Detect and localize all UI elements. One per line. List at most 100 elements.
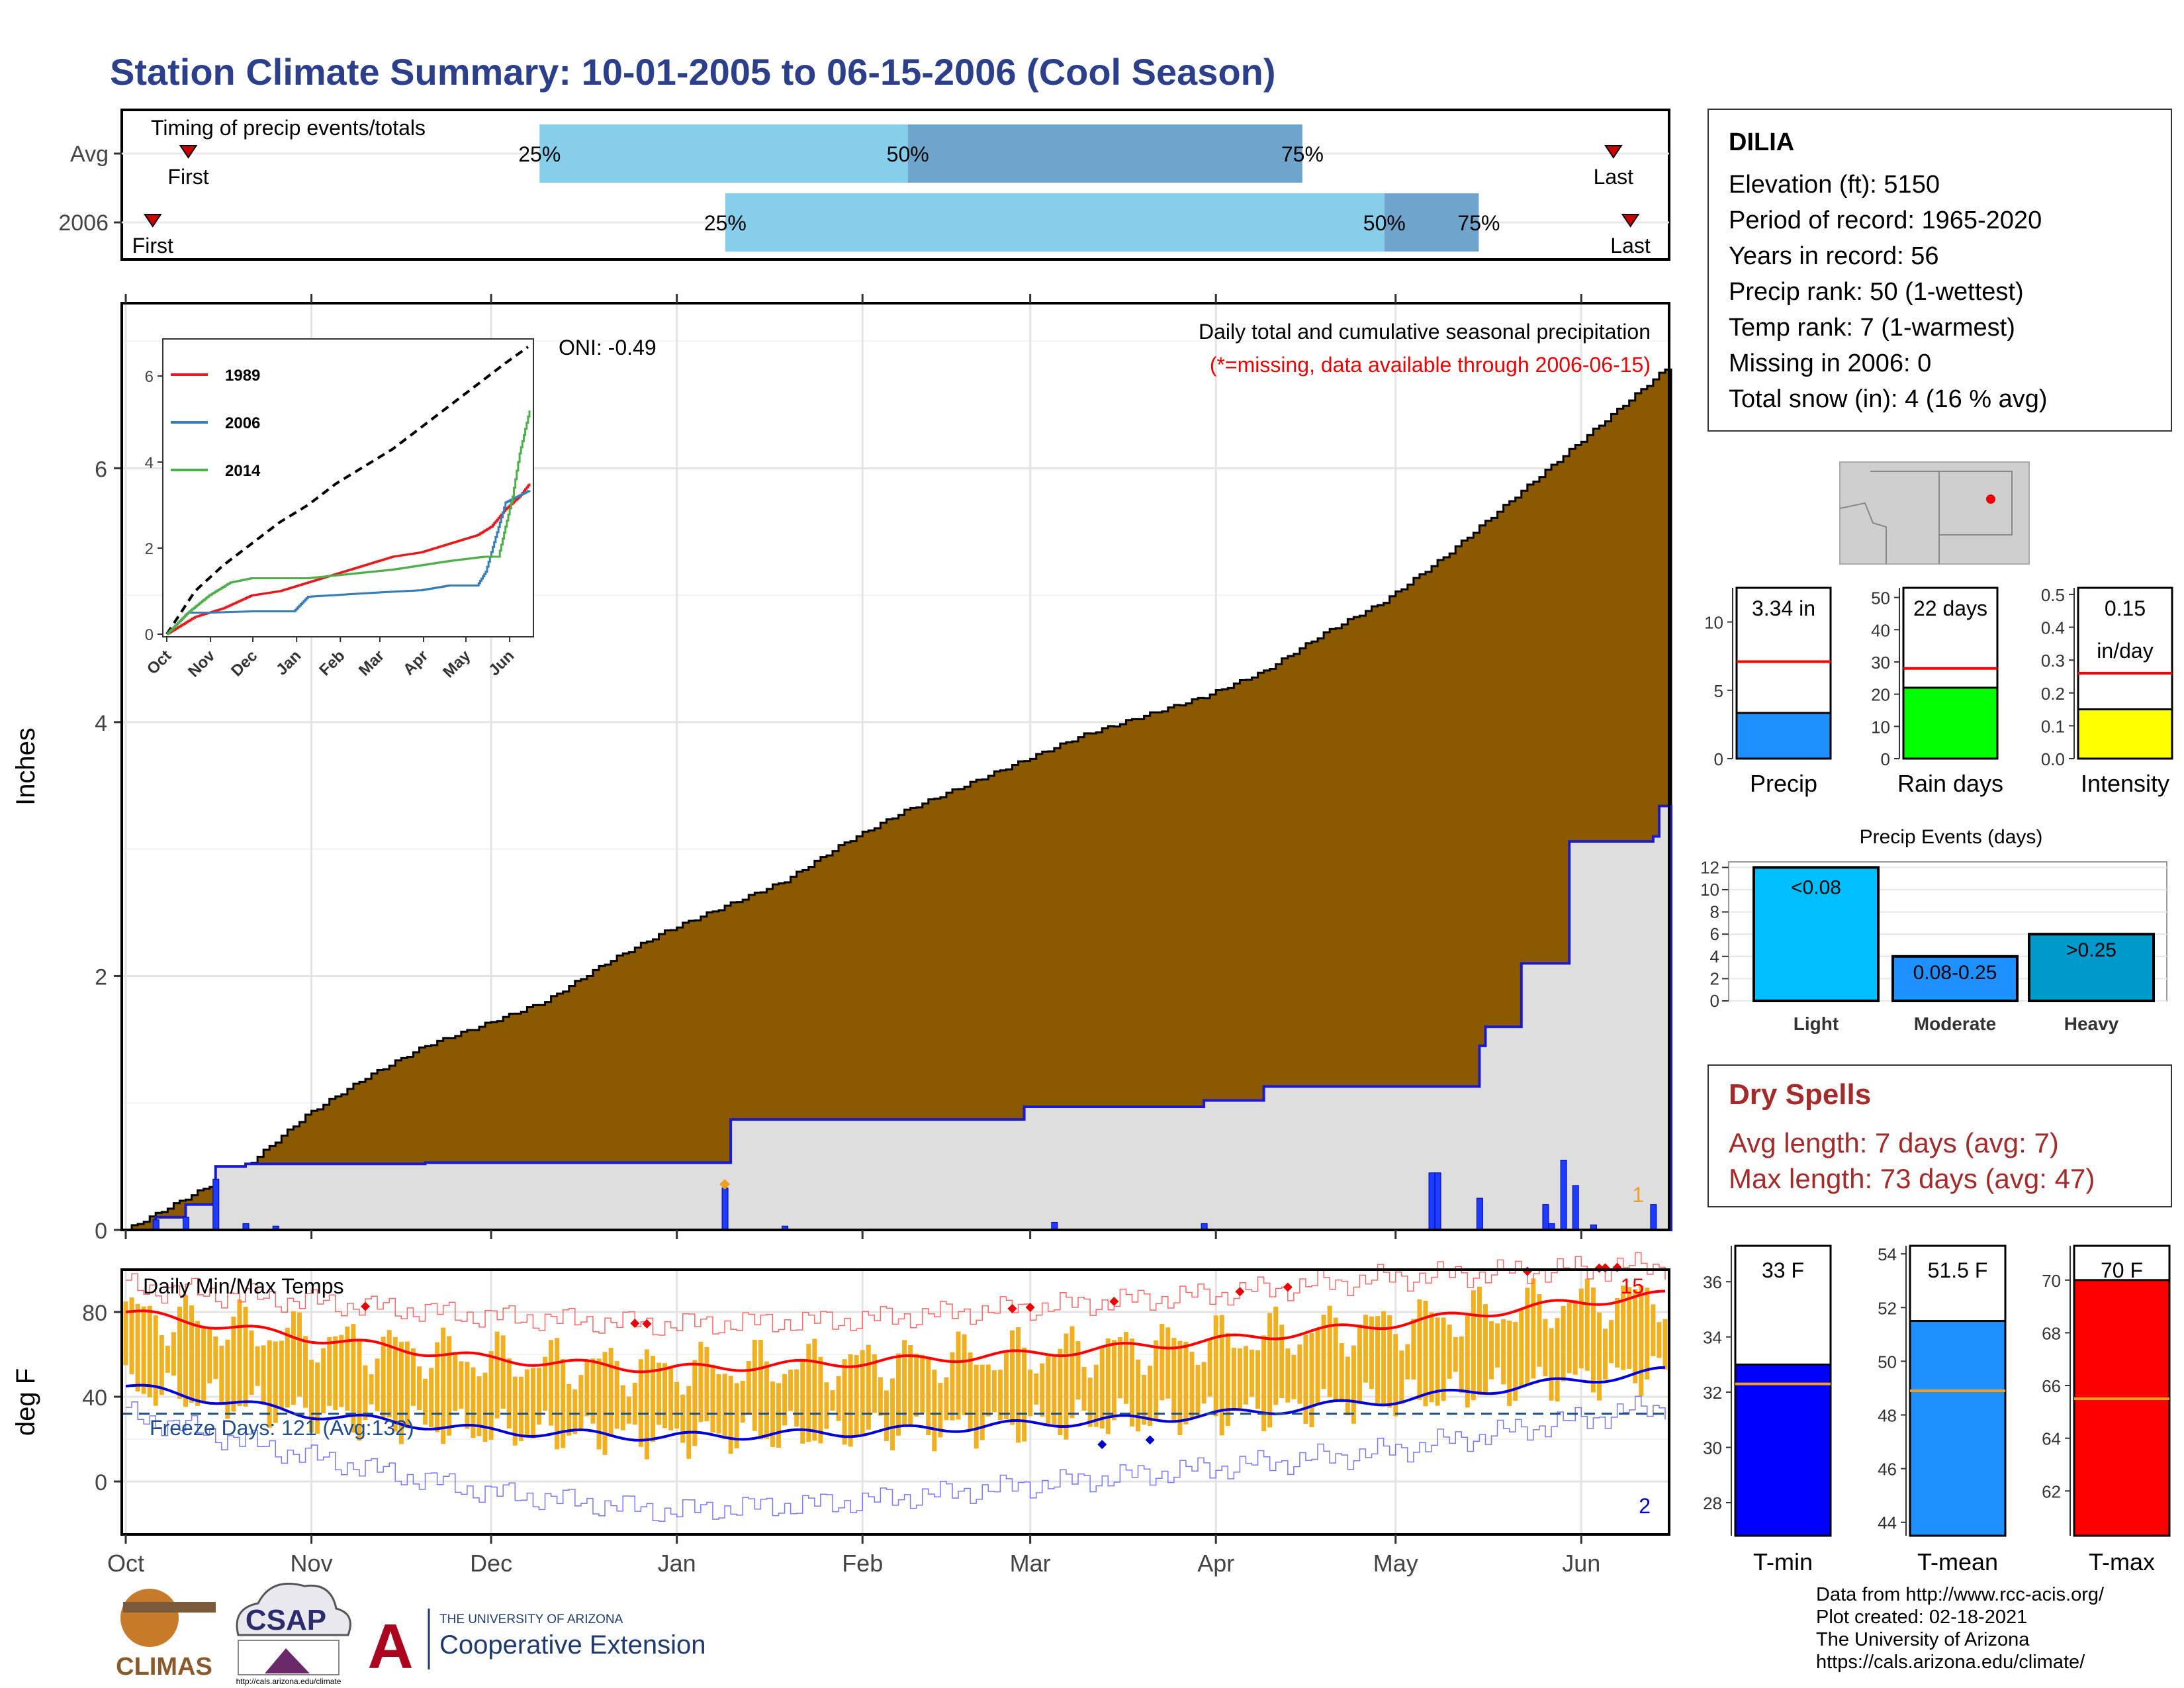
- daily-temp-bar: [249, 1330, 254, 1395]
- tgauge-value-label: 33 F: [1762, 1258, 1804, 1282]
- daily-temp-bar: [584, 1360, 590, 1417]
- gauge-intensity-ytick-label: 0.2: [2041, 684, 2065, 704]
- ua-logo-top-text: THE UNIVERSITY OF ARIZONA: [439, 1613, 623, 1626]
- daily-temp-bar: [1291, 1354, 1297, 1399]
- daily-temp-bar: [423, 1378, 428, 1425]
- daily-temp-bar: [842, 1359, 847, 1445]
- daily-temp-bar: [1423, 1301, 1428, 1407]
- record-high-marker: [642, 1319, 652, 1329]
- daily-temp-bar: [1171, 1337, 1177, 1423]
- daily-temp-bar: [914, 1353, 919, 1417]
- credits-block: Data from http://www.rcc-acis.org/ Plot …: [1816, 1583, 2104, 1673]
- daily-temp-bar: [650, 1356, 655, 1442]
- daily-temp-bar: [477, 1376, 482, 1436]
- daily-temp-bar: [1549, 1328, 1554, 1401]
- daily-temp-bar: [123, 1301, 128, 1366]
- daily-temp-bar: [1363, 1315, 1368, 1383]
- daily-temp-bar: [561, 1358, 566, 1448]
- daily-temp-bar: [878, 1377, 883, 1416]
- daily-temp-bar: [674, 1382, 680, 1429]
- daily-temp-bar: [956, 1331, 961, 1420]
- daily-temp-bar: [788, 1370, 794, 1411]
- daily-temp-bar: [1393, 1334, 1398, 1417]
- daily-temp-bar: [800, 1360, 805, 1444]
- daily-temp-bar: [1525, 1288, 1530, 1385]
- daily-temp-bar: [1351, 1345, 1356, 1424]
- inset-legend-label: 2014: [225, 462, 261, 480]
- daily-temp-bar: [207, 1328, 212, 1383]
- oni-label: ONI: -0.49: [559, 336, 657, 359]
- daily-temp-bar: [1555, 1318, 1560, 1402]
- daily-temp-bar: [794, 1369, 799, 1427]
- daily-temp-bar: [848, 1354, 853, 1447]
- gauge-value-label-2: in/day: [2097, 639, 2153, 663]
- events-ytick-label: 2: [1710, 968, 1719, 988]
- daily-temp-bar: [219, 1346, 224, 1403]
- daily-temp-bar: [1411, 1319, 1416, 1380]
- daily-temp-bar: [1213, 1315, 1218, 1417]
- daily-temp-bar: [141, 1306, 146, 1394]
- daily-temp-bar: [1387, 1315, 1392, 1408]
- timing-first-label: First: [167, 165, 208, 189]
- temp-panel-bg: [122, 1270, 1669, 1534]
- temp-ytick-label: 40: [82, 1385, 107, 1411]
- daily-temp-bar: [189, 1305, 195, 1403]
- daily-temp-bar: [1052, 1355, 1057, 1425]
- timing-title: Timing of precip events/totals: [151, 116, 426, 140]
- temp-ytick-label: 0: [95, 1470, 107, 1495]
- gauge-value-label: 3.34 in: [1752, 596, 1815, 620]
- events-ytick-label: 0: [1710, 991, 1719, 1011]
- timing-row-label: 2006: [58, 211, 109, 236]
- daily-temp-bar: [398, 1342, 404, 1444]
- cumulative-average-area: [126, 368, 1672, 1231]
- credit-source: Data from http://www.rcc-acis.org/: [1816, 1584, 2105, 1605]
- events-bar-label: >0.25: [2066, 939, 2116, 961]
- record-high-line: [126, 1252, 1666, 1336]
- daily-temp-bar: [752, 1339, 757, 1431]
- events-bar-moderate: [1891, 955, 2019, 1003]
- daily-temp-bar: [608, 1348, 614, 1438]
- cumulative-2006-area: [126, 804, 1673, 1231]
- daily-temp-bar: [1189, 1351, 1195, 1418]
- events-ytick-label: 10: [1700, 880, 1719, 900]
- tgauge-value-label: 51.5 F: [1928, 1258, 1988, 1282]
- daily-precip-bar: [152, 1219, 159, 1231]
- snow-marker: [719, 1178, 731, 1190]
- daily-temp-bar: [938, 1383, 943, 1438]
- daily-precip-bar: [183, 1217, 190, 1231]
- daily-temp-bar: [1399, 1350, 1404, 1405]
- precip-count-label: 1: [1632, 1183, 1644, 1207]
- gauge-rain-days-bar: [1902, 686, 1999, 760]
- page-title: Station Climate Summary: 10-01-2005 to 0…: [110, 51, 1276, 93]
- daily-temp-bar: [866, 1344, 871, 1430]
- daily-temp-bar: [644, 1349, 649, 1460]
- record-low-line: [126, 1395, 1666, 1522]
- daily-temp-bar: [1543, 1319, 1548, 1377]
- daily-temp-bar: [1639, 1285, 1644, 1396]
- month-label: Jun: [1562, 1550, 1600, 1577]
- daily-temp-bar: [1435, 1317, 1440, 1406]
- daily-temp-bar: [129, 1297, 134, 1374]
- daily-temp-bar: [824, 1382, 829, 1429]
- station-info-box: DILIA Elevation (ft): 5150 Period of rec…: [1707, 109, 2172, 432]
- daily-temp-bar: [680, 1394, 686, 1443]
- daily-precip-bar: [721, 1188, 729, 1231]
- locator-map: [1839, 461, 2030, 565]
- daily-temp-bar: [1058, 1348, 1063, 1436]
- month-label: Apr: [1197, 1550, 1234, 1577]
- daily-temp-bar: [1590, 1288, 1596, 1393]
- station-location-marker: [1986, 494, 1995, 504]
- climas-logo-band: [123, 1602, 216, 1613]
- record-high-marker: [1109, 1297, 1119, 1306]
- tgauge-t-min-bar: [1734, 1363, 1832, 1537]
- daily-temp-bar: [686, 1385, 692, 1459]
- timing-row-label: Avg: [70, 142, 109, 167]
- gauge-precip-ytick-label: 5: [1714, 681, 1723, 701]
- daily-temp-bar: [1315, 1328, 1320, 1404]
- timing-bar-upper-2006: [1384, 193, 1479, 252]
- daily-temp-bar: [321, 1348, 326, 1414]
- gauge-intensity-bar: [2077, 708, 2173, 760]
- tgauge-category-label: T-max: [2089, 1548, 2155, 1575]
- daily-temp-bar: [985, 1364, 991, 1417]
- precip-ytick-label: 2: [95, 964, 107, 990]
